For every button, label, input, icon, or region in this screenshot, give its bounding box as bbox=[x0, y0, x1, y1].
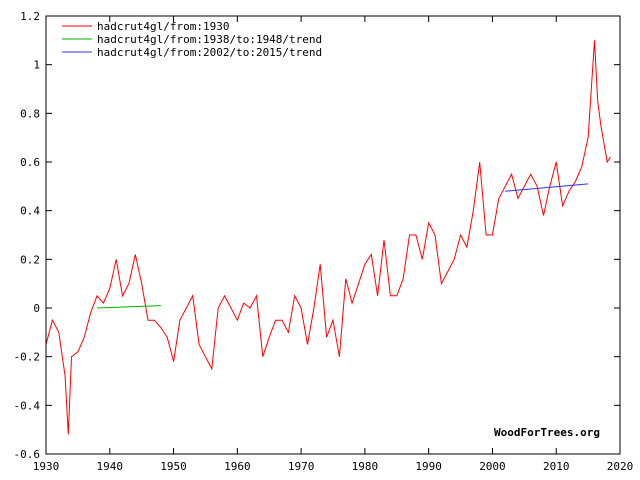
y-tick-label: -0.6 bbox=[14, 448, 41, 461]
x-axis-tick-labels: 1930 1940 1950 1960 1970 1980 1990 2000 2010 2020 bbox=[33, 460, 634, 473]
legend: hadcrut4gl/from:1930hadcrut4gl/from:1938… bbox=[62, 20, 322, 59]
series-line-0 bbox=[45, 40, 611, 435]
credit-label: WoodForTrees.org bbox=[494, 426, 600, 439]
series-line-2 bbox=[505, 183, 589, 192]
y-tick-label: -0.4 bbox=[14, 399, 41, 412]
y-axis-tick-labels: -0.6 -0.4 -0.2 0 0.2 0.4 0.6 0.8 1 1.2 bbox=[14, 10, 41, 461]
x-tick-label: 1990 bbox=[415, 460, 442, 473]
y-tick-label: 0 bbox=[33, 302, 40, 315]
series-line-1 bbox=[96, 305, 161, 309]
y-tick-label: -0.2 bbox=[14, 351, 41, 364]
axis-ticks bbox=[45, 15, 621, 455]
plot-frame bbox=[45, 15, 621, 455]
x-tick-label: 1980 bbox=[352, 460, 379, 473]
x-tick-label: 1970 bbox=[288, 460, 315, 473]
x-tick-label: 1940 bbox=[97, 460, 124, 473]
y-tick-label: 0.8 bbox=[20, 107, 40, 120]
legend-label: hadcrut4gl/from:2002/to:2015/trend bbox=[97, 46, 322, 59]
legend-label: hadcrut4gl/from:1938/to:1948/trend bbox=[97, 33, 322, 46]
x-tick-label: 1930 bbox=[33, 460, 60, 473]
plot-lines bbox=[45, 40, 611, 435]
x-tick-label: 2000 bbox=[479, 460, 506, 473]
y-tick-label: 0.2 bbox=[20, 253, 40, 266]
x-tick-label: 1960 bbox=[224, 460, 251, 473]
y-tick-label: 0.6 bbox=[20, 156, 40, 169]
x-tick-label: 2010 bbox=[543, 460, 570, 473]
x-tick-label: 1950 bbox=[160, 460, 187, 473]
y-tick-label: 1.2 bbox=[20, 10, 40, 23]
y-tick-label: 1 bbox=[33, 59, 40, 72]
legend-label: hadcrut4gl/from:1930 bbox=[97, 20, 229, 33]
x-tick-label: 2020 bbox=[607, 460, 634, 473]
y-tick-label: 0.4 bbox=[20, 205, 40, 218]
